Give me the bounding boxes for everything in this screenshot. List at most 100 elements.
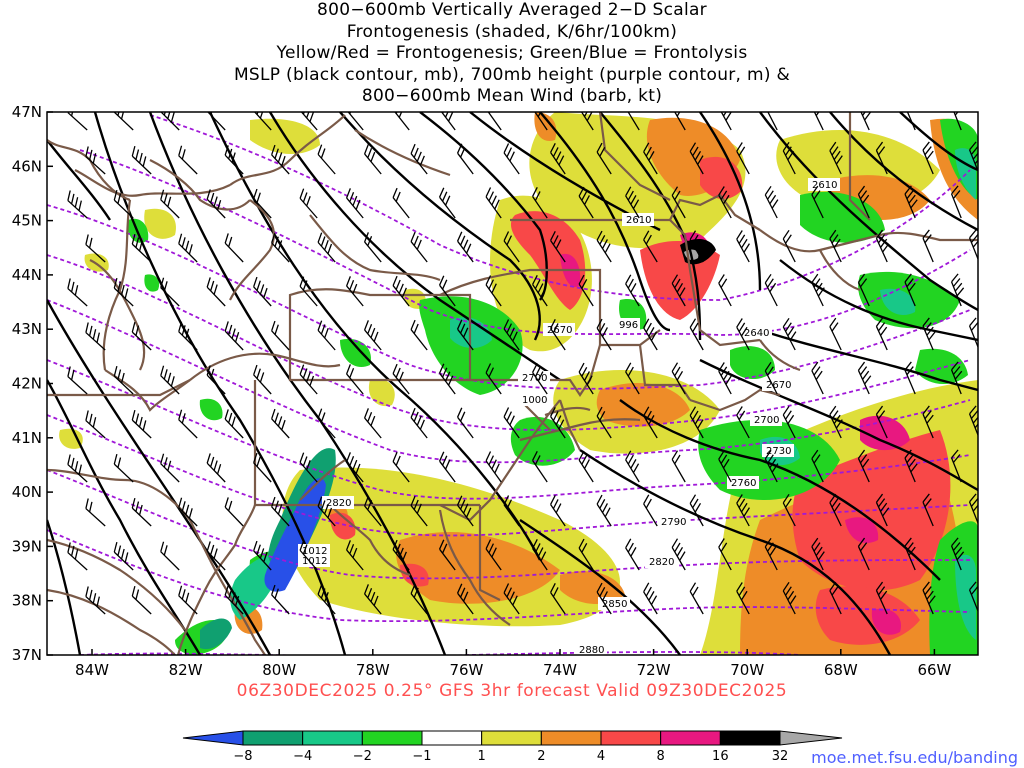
wind-barb [485,539,502,571]
svg-text:2730: 2730 [766,446,791,457]
wind-barb [718,538,732,571]
wind-barb [578,186,594,219]
wind-barb [131,321,152,351]
wind-barb [299,188,318,219]
wind-barb [578,274,594,307]
wind-barb [113,541,134,571]
wind-barb [113,365,134,395]
wind-barb [67,112,88,131]
wind-barb [718,450,732,483]
wind-barb [904,112,916,131]
wind-barb [782,405,796,439]
wind-barb [224,497,244,527]
wind-barb [85,146,106,175]
title-line-4: MSLP (black contour, mb), 700mb height (… [233,64,791,85]
colorbar: −8 −4 −2 −1 1 2 4 8 16 32 [182,730,843,764]
colorbar-label: −1 [412,749,431,764]
lat-label: 37N [12,646,42,664]
wind-barb [782,317,797,351]
wind-barb [503,231,520,263]
lat-label: 46N [12,157,42,175]
wind-barb [178,585,198,615]
wind-barb [410,143,428,175]
svg-text:1012: 1012 [302,556,327,567]
colorbar-label: −8 [233,749,252,764]
wind-barb [596,582,612,615]
svg-text:2700: 2700 [754,415,779,426]
wind-barb [503,319,520,351]
height-label-2610a: 2610 [622,213,654,226]
wind-barb [85,234,106,263]
height-label-2880: 2880 [575,643,607,655]
wind-barb [671,274,686,307]
wind-barb [206,541,226,571]
wind-barb [178,233,198,263]
wind-barb [485,275,502,307]
wind-barb [829,229,842,263]
svg-text:2670: 2670 [547,325,572,336]
colorbar-label: 32 [772,749,789,764]
wind-barb [671,538,686,571]
wind-barb [299,276,318,307]
wind-barb [950,112,963,131]
latitude-axis: 47N 46N 45N 44N 43N 42N 41N 40N 39N 38N 37N [12,103,53,664]
wind-barb [503,495,520,527]
colorbar-label: 8 [657,749,665,764]
wind-barb [736,318,750,351]
height-label-2820a: 2820 [322,496,354,509]
wind-barb [363,408,382,439]
wind-barb [782,141,796,175]
wind-barb [550,142,566,175]
wind-barb [857,185,870,219]
wind-barb [532,450,548,483]
wind-barb [224,585,244,615]
wind-barb [85,410,106,439]
lon-label: 74W [543,661,577,679]
colorbar-label: 1 [478,749,486,764]
title-block: 800−600mb Vertically Averaged 2−D Scalar… [0,0,1024,108]
wind-barb [253,364,272,395]
contour-labels: 2610 2610 2640 2670 2670 2700 2700 2730 … [298,178,840,655]
title-line-5: 800−600mb Mean Wind (barb, kt) [361,86,663,106]
wind-barb [503,143,520,175]
wind-barb [178,409,198,439]
svg-text:2610: 2610 [812,180,837,191]
height-contours [47,114,971,655]
wind-barb [317,496,336,527]
wind-barb [438,539,456,571]
wind-barb [550,406,566,439]
wind-barb [271,496,290,527]
title-line-2: Frontogenesis (shaded, K/6hr/100km) [346,21,678,42]
wind-barb [736,406,750,439]
wind-barb [596,230,612,263]
wind-barb [85,322,106,351]
lon-label: 78W [356,661,390,679]
colorbar-segment [242,730,304,746]
wind-barb [829,317,842,351]
wind-barb [160,189,180,219]
wind-barb [875,493,890,527]
height-label-2760: 2760 [727,476,759,489]
lon-label: 76W [449,661,483,679]
mslp-label-1012b: 1012 [298,554,330,567]
wind-barb [829,141,843,175]
svg-text:2790: 2790 [661,517,686,528]
wind-barb [689,494,704,527]
wind-barb [113,277,134,307]
wind-barb [503,407,520,439]
wind-barb [206,453,226,483]
svg-text:2700: 2700 [522,373,547,384]
wind-barb [550,318,566,351]
colorbar-segment [660,730,721,746]
wind-barb [578,538,594,571]
wind-barb [131,409,152,439]
wind-barb [764,185,779,219]
wind-barb [782,493,796,527]
svg-text:2610: 2610 [626,215,651,226]
colorbar-label: −2 [353,749,372,764]
wind-barb [271,232,290,263]
lon-label: 84W [75,661,109,679]
wind-barb [224,321,244,351]
lat-label: 38N [12,592,42,610]
wind-barb [625,112,640,131]
